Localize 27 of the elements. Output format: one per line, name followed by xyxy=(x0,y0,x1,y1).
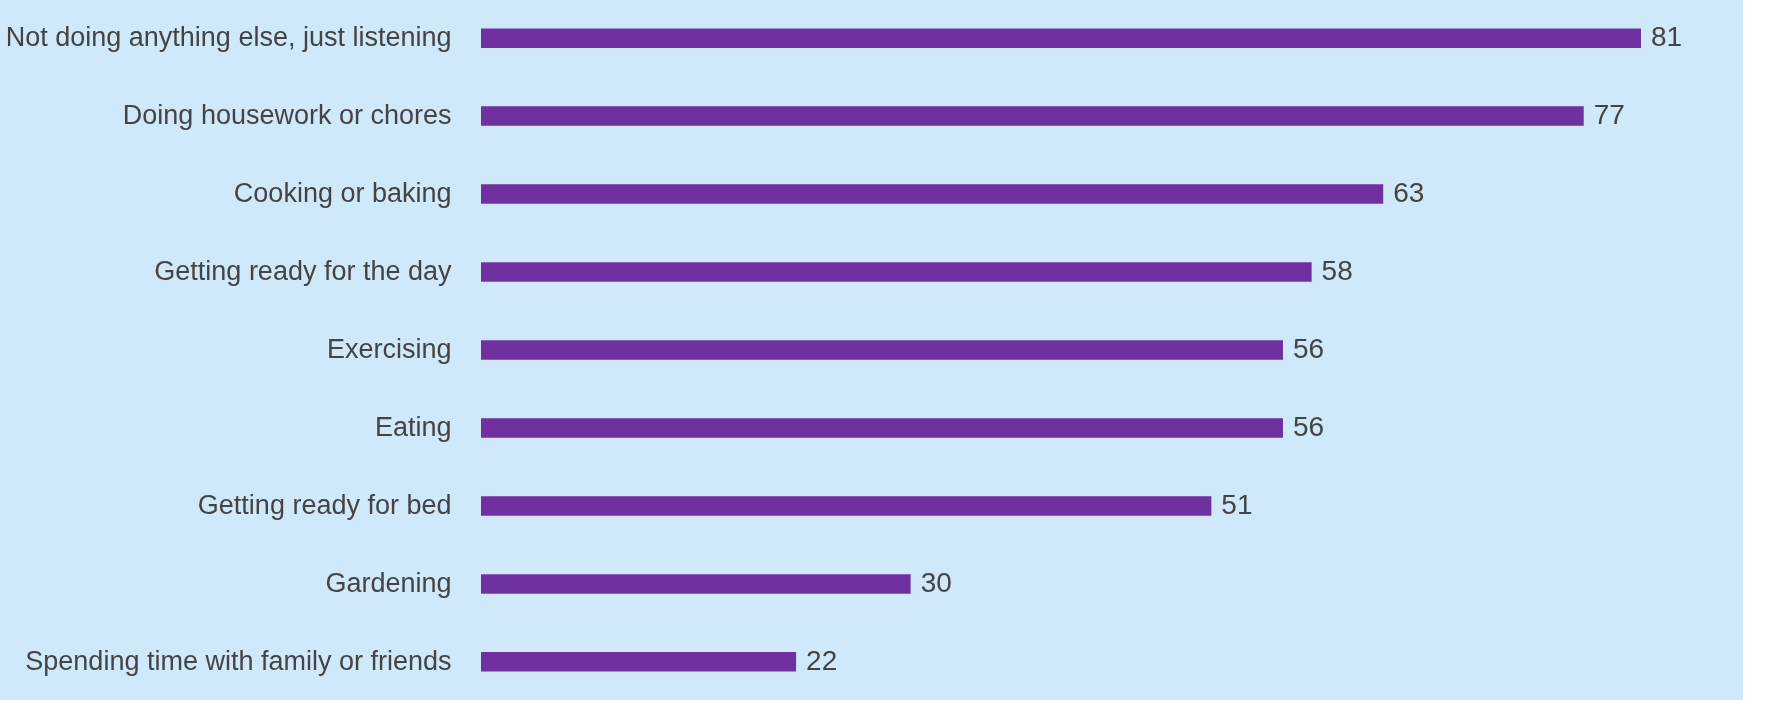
y-tick-label: Cooking or baking xyxy=(233,178,452,209)
bar xyxy=(481,574,911,594)
bar xyxy=(481,496,1212,516)
bar xyxy=(481,28,1641,48)
bar xyxy=(481,184,1384,204)
data-label: 58 xyxy=(1321,255,1353,287)
data-label: 81 xyxy=(1651,21,1683,53)
y-tick-label: Eating xyxy=(374,411,452,442)
y-tick-label: Doing housework or chores xyxy=(122,100,452,131)
y-tick-label: Getting ready for the day xyxy=(154,256,452,287)
bar xyxy=(481,106,1584,126)
data-label: 56 xyxy=(1292,333,1325,364)
data-label: 56 xyxy=(1292,410,1325,442)
bar xyxy=(481,418,1283,438)
y-tick-label: Exercising xyxy=(326,334,452,364)
data-label: 77 xyxy=(1593,99,1625,131)
y-tick-label: Not doing anything else, just listening xyxy=(5,22,452,53)
bar xyxy=(481,340,1283,360)
data-label: 22 xyxy=(806,644,838,676)
bar xyxy=(481,262,1312,282)
data-label: 63 xyxy=(1393,177,1425,209)
y-tick-label: Getting ready for bed xyxy=(197,489,452,520)
y-tick-label: Gardening xyxy=(325,567,452,598)
y-tick-label: Spending time with family or friends xyxy=(25,645,452,676)
data-label: 30 xyxy=(920,566,952,598)
data-label: 51 xyxy=(1221,488,1253,520)
bar xyxy=(481,652,797,672)
